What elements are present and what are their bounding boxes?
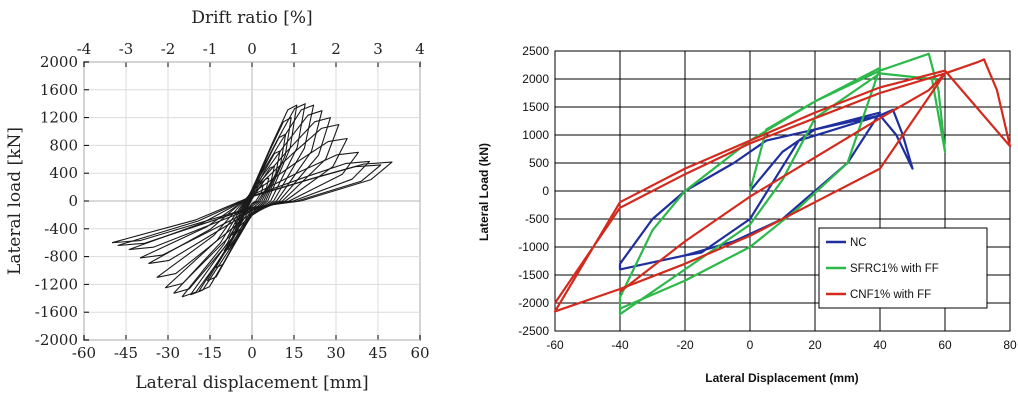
right-x-tick-label: 20 bbox=[808, 338, 822, 352]
left-hysteresis-loop bbox=[111, 161, 393, 244]
right-y-tick-label: -1000 bbox=[518, 240, 549, 254]
right-tick-labels: -60 -40 -20 0 20 40 60 80 2500 2000 1500 1000 500 0 -5… bbox=[518, 44, 1017, 352]
series-nc-line bbox=[618, 108, 914, 271]
left-y-tick-label: -2000 bbox=[35, 331, 78, 349]
right-y-tick-label: 1500 bbox=[522, 100, 549, 114]
left-y-tick-label: -1600 bbox=[35, 303, 78, 321]
right-x-tick-label: 60 bbox=[938, 338, 952, 352]
left-y-tick-label: 400 bbox=[49, 164, 78, 182]
right-x-tick-label: -60 bbox=[546, 338, 564, 352]
right-y-tick-label: 500 bbox=[529, 156, 549, 170]
left-top-tick-label: -3 bbox=[119, 40, 134, 58]
right-y-tick-label: 0 bbox=[542, 184, 549, 198]
right-y-tick-label: -2000 bbox=[518, 296, 549, 310]
left-hysteresis-chart: -60 -45 -30 -15 0 15 30 45 60 -4 -3 -2 -1 0 1 2 3 4 2000 16… bbox=[5, 8, 430, 393]
left-y-tick-label: 1600 bbox=[40, 81, 78, 99]
right-y-tick-label: -1500 bbox=[518, 268, 549, 282]
left-y-tick-label: -1200 bbox=[35, 275, 78, 293]
left-x-tick-label: -60 bbox=[72, 344, 96, 362]
right-y-axis-label: Lateral Load (kN) bbox=[477, 143, 491, 241]
right-legend: NC SFRC1% with FF CNF1% with FF bbox=[818, 227, 988, 309]
right-x-tick-label: -20 bbox=[676, 338, 694, 352]
series-sfrc-line bbox=[618, 52, 947, 316]
left-x-tick-label: 60 bbox=[410, 344, 429, 362]
left-hysteresis-loop bbox=[117, 164, 382, 247]
left-y-tick-label: 2000 bbox=[40, 53, 78, 71]
left-top-tick-label: 3 bbox=[373, 40, 383, 58]
right-x-tick-label: 0 bbox=[747, 338, 754, 352]
left-y-tick-label: -400 bbox=[44, 220, 78, 238]
left-y-tick-label: 1200 bbox=[40, 109, 78, 127]
left-y-tick-label: -800 bbox=[44, 248, 78, 266]
right-x-tick-label: 80 bbox=[1003, 338, 1017, 352]
right-hysteresis-chart: -60 -40 -20 0 20 40 60 80 2500 2000 1500 1000 500 0 -5… bbox=[477, 44, 1017, 385]
right-y-tick-label: 2000 bbox=[522, 72, 549, 86]
right-y-tick-label: -500 bbox=[525, 212, 549, 226]
series-cnf-line bbox=[553, 58, 1012, 313]
right-y-tick-label: 2500 bbox=[522, 44, 549, 58]
left-top-axis-label: Drift ratio [%] bbox=[191, 8, 312, 28]
right-hysteresis-curves bbox=[553, 52, 1012, 316]
right-x-tick-label: 40 bbox=[873, 338, 887, 352]
left-hysteresis-curves bbox=[111, 103, 393, 298]
left-y-axis-label: Lateral load [kN] bbox=[5, 127, 25, 275]
left-x-axis-label: Lateral displacement [mm] bbox=[135, 373, 368, 393]
left-top-tick-label: -1 bbox=[203, 40, 218, 58]
legend-box bbox=[818, 227, 988, 309]
left-x-tick-label: 15 bbox=[284, 344, 303, 362]
right-x-axis-label: Lateral Displacement (mm) bbox=[705, 371, 858, 385]
legend-label-nc: NC bbox=[850, 237, 867, 249]
left-y-tick-label: 0 bbox=[68, 192, 78, 210]
right-y-tick-label: 1000 bbox=[522, 128, 549, 142]
left-x-tick-label: -30 bbox=[156, 344, 180, 362]
left-top-tick-label: -2 bbox=[161, 40, 176, 58]
left-top-tick-label: 4 bbox=[415, 40, 425, 58]
left-x-tick-label: -45 bbox=[114, 344, 138, 362]
left-y-tick-label: 800 bbox=[49, 136, 78, 154]
left-top-tick-label: -4 bbox=[77, 40, 92, 58]
left-x-tick-label: -15 bbox=[198, 344, 222, 362]
left-top-tick-label: 2 bbox=[331, 40, 341, 58]
left-tick-labels: -60 -45 -30 -15 0 15 30 45 60 -4 -3 -2 -1 0 1 2 3 4 2000 16… bbox=[35, 40, 430, 362]
legend-label-sfrc: SFRC1% with FF bbox=[850, 263, 939, 275]
legend-label-cnf: CNF1% with FF bbox=[850, 289, 931, 301]
right-x-tick-label: -40 bbox=[611, 338, 629, 352]
left-top-tick-label: 0 bbox=[247, 40, 257, 58]
left-x-tick-label: 0 bbox=[247, 344, 257, 362]
left-grid bbox=[83, 61, 421, 341]
left-x-tick-label: 45 bbox=[368, 344, 387, 362]
right-y-tick-label: -2500 bbox=[518, 324, 549, 338]
left-x-tick-label: 30 bbox=[326, 344, 345, 362]
left-top-tick-label: 1 bbox=[289, 40, 299, 58]
